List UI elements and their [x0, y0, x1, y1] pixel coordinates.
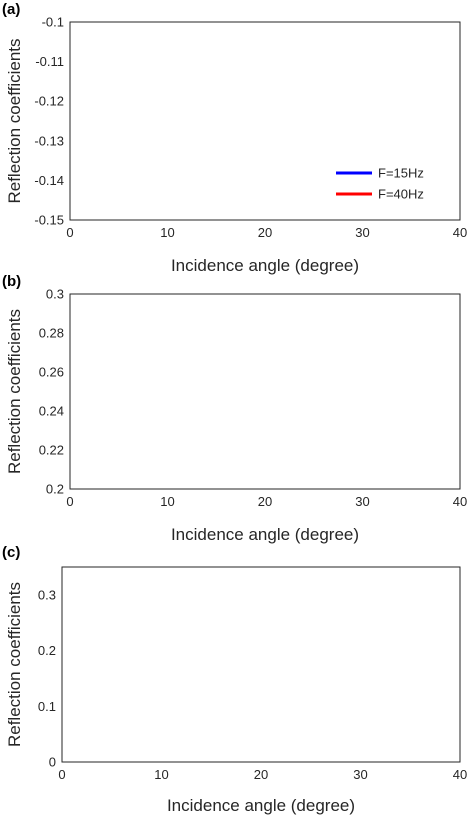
x-tick-label: 20: [258, 225, 272, 240]
y-tick-label: -0.14: [34, 173, 64, 188]
y-tick-label: -0.11: [35, 54, 64, 69]
x-axis-label: Incidence angle (degree): [171, 525, 359, 544]
y-tick-label: -0.13: [34, 133, 64, 148]
y-tick-label: 0.3: [38, 587, 56, 602]
y-axis-label: Reflection coefficients: [5, 582, 24, 747]
y-tick-label: 0.2: [46, 482, 64, 497]
x-tick-label: 40: [453, 494, 467, 509]
y-tick-label: -0.12: [34, 94, 64, 109]
x-tick-label: 20: [258, 494, 272, 509]
y-tick-label: 0.3: [46, 287, 64, 302]
axes-frame: [69, 293, 461, 490]
y-tick-label: 0.2: [38, 643, 56, 658]
legend: F=15Hz F=40Hz: [330, 160, 452, 206]
x-tick-label: 10: [154, 767, 168, 782]
panel-label: (a): [2, 1, 20, 18]
chart-panel-3: 0 10 20 30 40 0 0.1 0.2 0.3 Incidence angle (degr…: [2, 544, 467, 815]
legend-label: F=15Hz: [378, 166, 424, 181]
x-tick-label: 10: [160, 225, 174, 240]
y-tick-label: -0.1: [42, 15, 64, 30]
legend-box: [330, 160, 452, 206]
x-tick-label: 40: [453, 225, 467, 240]
y-tick-label: 0: [49, 755, 56, 770]
axes-frame: [61, 566, 461, 763]
x-tick-label: 30: [355, 494, 369, 509]
chart-panel-2: 0 10 20 30 40 0.2 0.22 0.24 0.26 0.28 0.3 Incidence…: [2, 273, 467, 544]
y-axis-label: Reflection coefficients: [5, 38, 24, 203]
x-axis-label: Incidence angle (degree): [171, 256, 359, 275]
x-tick-label: 30: [353, 767, 367, 782]
y-tick-label: -0.15: [34, 213, 64, 228]
x-tick-label: 0: [66, 225, 73, 240]
x-tick-label: 40: [453, 767, 467, 782]
y-tick-label: 0.1: [38, 699, 56, 714]
y-tick-label: 0.22: [39, 443, 64, 458]
x-tick-label: 20: [254, 767, 268, 782]
x-tick-label: 30: [355, 225, 369, 240]
y-tick-label: 0.26: [39, 365, 64, 380]
y-tick-label: 0.24: [39, 404, 64, 419]
y-axis-label: Reflection coefficients: [5, 309, 24, 474]
x-axis-label: Incidence angle (degree): [167, 796, 355, 815]
chart-panel-1: 0 10 20 30 40 -0.15 -0.14 -0.13 -0.12 -0.11 -0.1 In…: [2, 1, 467, 275]
panel-label: (c): [2, 544, 20, 561]
x-tick-label: 0: [58, 767, 65, 782]
x-tick-label: 10: [160, 494, 174, 509]
y-tick-label: 0.28: [39, 326, 64, 341]
x-tick-label: 0: [66, 494, 73, 509]
legend-label: F=40Hz: [378, 187, 424, 202]
panel-label: (b): [2, 273, 21, 290]
